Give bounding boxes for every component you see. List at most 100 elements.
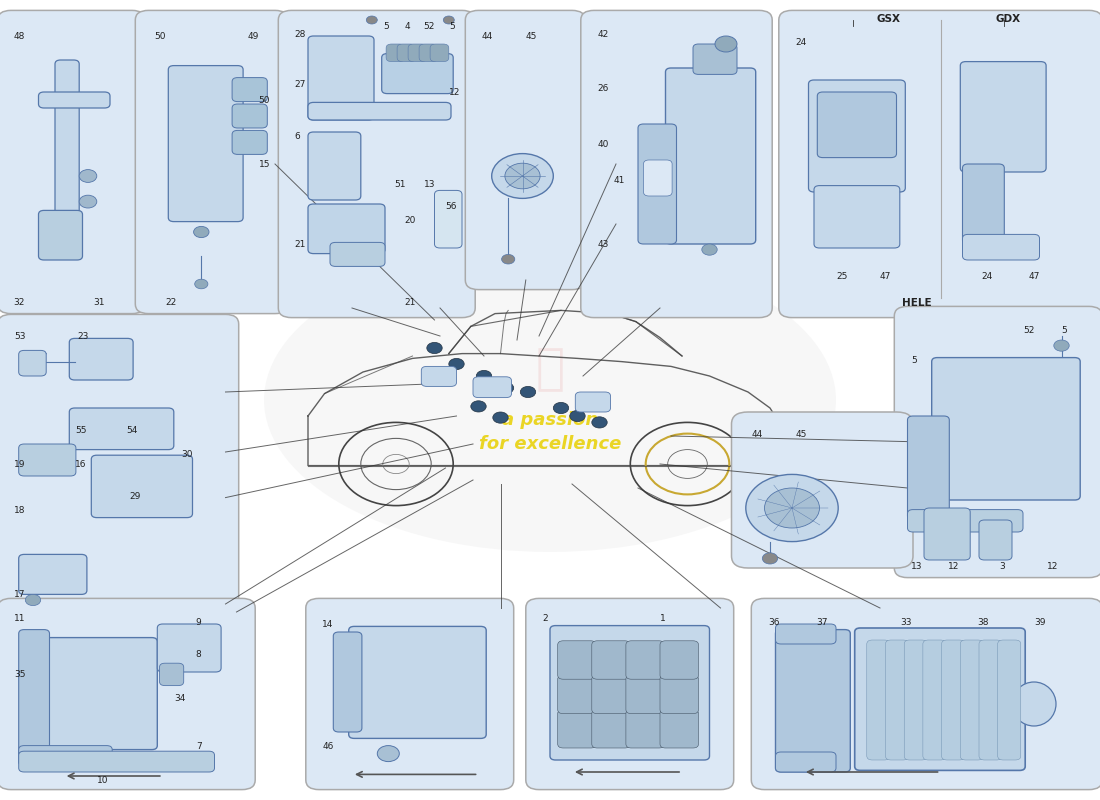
FancyBboxPatch shape	[558, 641, 596, 679]
Text: 41: 41	[614, 176, 625, 185]
Text: GDX: GDX	[996, 14, 1021, 24]
Text: 39: 39	[1034, 618, 1045, 626]
Text: 52: 52	[424, 22, 434, 31]
Circle shape	[762, 553, 778, 564]
FancyBboxPatch shape	[465, 10, 585, 290]
FancyBboxPatch shape	[894, 306, 1100, 578]
Text: 21: 21	[295, 240, 306, 249]
Circle shape	[746, 474, 838, 542]
Circle shape	[498, 382, 514, 394]
Text: 33: 33	[900, 618, 911, 626]
FancyBboxPatch shape	[69, 338, 133, 380]
Circle shape	[79, 195, 97, 208]
Text: 14: 14	[322, 620, 333, 629]
Text: 16: 16	[75, 460, 86, 469]
Text: 2: 2	[542, 614, 548, 623]
Text: 4: 4	[405, 22, 410, 31]
Text: 46: 46	[322, 742, 333, 751]
FancyBboxPatch shape	[333, 632, 362, 732]
Text: 🛡: 🛡	[536, 346, 564, 394]
Text: 7: 7	[196, 742, 201, 751]
FancyBboxPatch shape	[135, 10, 288, 314]
Text: 12: 12	[1047, 562, 1058, 570]
Text: 8: 8	[196, 650, 201, 658]
Text: 28: 28	[295, 30, 306, 38]
FancyBboxPatch shape	[473, 377, 512, 398]
FancyBboxPatch shape	[626, 641, 664, 679]
Circle shape	[471, 401, 486, 412]
FancyBboxPatch shape	[855, 628, 1025, 770]
FancyBboxPatch shape	[386, 44, 405, 62]
Circle shape	[553, 402, 569, 414]
Text: 15: 15	[258, 160, 270, 169]
FancyBboxPatch shape	[626, 675, 664, 714]
Circle shape	[570, 410, 585, 422]
FancyBboxPatch shape	[39, 210, 82, 260]
Text: 43: 43	[597, 240, 608, 249]
FancyBboxPatch shape	[330, 242, 385, 266]
FancyBboxPatch shape	[962, 164, 1004, 244]
Circle shape	[715, 36, 737, 52]
Text: 5: 5	[1062, 326, 1067, 335]
FancyBboxPatch shape	[19, 444, 76, 476]
FancyBboxPatch shape	[776, 624, 836, 644]
FancyBboxPatch shape	[575, 392, 611, 412]
FancyBboxPatch shape	[808, 80, 905, 192]
Circle shape	[493, 412, 508, 423]
Text: 35: 35	[14, 670, 25, 679]
Circle shape	[443, 16, 454, 24]
FancyBboxPatch shape	[382, 54, 453, 94]
FancyBboxPatch shape	[732, 412, 913, 568]
FancyBboxPatch shape	[886, 640, 909, 760]
Text: 54: 54	[126, 426, 138, 434]
Text: 48: 48	[13, 32, 24, 41]
Text: 45: 45	[526, 32, 537, 41]
FancyBboxPatch shape	[904, 640, 927, 760]
Text: 38: 38	[977, 618, 988, 626]
Text: 24: 24	[981, 272, 992, 281]
FancyBboxPatch shape	[979, 520, 1012, 560]
FancyBboxPatch shape	[232, 130, 267, 154]
Text: 47: 47	[1028, 272, 1040, 281]
Text: 34: 34	[174, 694, 185, 703]
FancyBboxPatch shape	[19, 746, 112, 766]
FancyBboxPatch shape	[419, 44, 438, 62]
Text: 42: 42	[597, 30, 608, 38]
Text: 31: 31	[94, 298, 104, 306]
Ellipse shape	[264, 248, 836, 552]
FancyBboxPatch shape	[421, 366, 456, 386]
Text: 10: 10	[97, 776, 108, 785]
Text: 53: 53	[14, 332, 25, 341]
Text: 50: 50	[154, 32, 165, 41]
FancyBboxPatch shape	[168, 66, 243, 222]
FancyBboxPatch shape	[160, 663, 184, 686]
FancyBboxPatch shape	[308, 204, 385, 254]
FancyBboxPatch shape	[308, 36, 374, 120]
Text: 6: 6	[295, 132, 300, 141]
FancyBboxPatch shape	[660, 641, 698, 679]
Text: 12: 12	[948, 562, 959, 570]
FancyBboxPatch shape	[349, 626, 486, 738]
Circle shape	[505, 163, 540, 189]
FancyBboxPatch shape	[932, 358, 1080, 500]
Text: 44: 44	[751, 430, 762, 439]
Text: 45: 45	[795, 430, 806, 439]
FancyBboxPatch shape	[817, 92, 896, 158]
Text: a passion
for excellence: a passion for excellence	[478, 411, 622, 453]
FancyBboxPatch shape	[19, 630, 50, 766]
FancyBboxPatch shape	[592, 641, 630, 679]
Text: 11: 11	[14, 614, 25, 623]
FancyBboxPatch shape	[776, 630, 850, 772]
Circle shape	[194, 226, 209, 238]
FancyBboxPatch shape	[979, 640, 1002, 760]
FancyBboxPatch shape	[308, 132, 361, 200]
Text: 50: 50	[258, 96, 270, 105]
Circle shape	[492, 154, 553, 198]
Text: 19: 19	[14, 460, 25, 469]
FancyBboxPatch shape	[55, 60, 79, 224]
FancyBboxPatch shape	[36, 638, 157, 750]
Text: 3: 3	[999, 562, 1004, 570]
FancyBboxPatch shape	[923, 640, 946, 760]
FancyBboxPatch shape	[0, 10, 145, 314]
Text: 17: 17	[14, 590, 25, 599]
